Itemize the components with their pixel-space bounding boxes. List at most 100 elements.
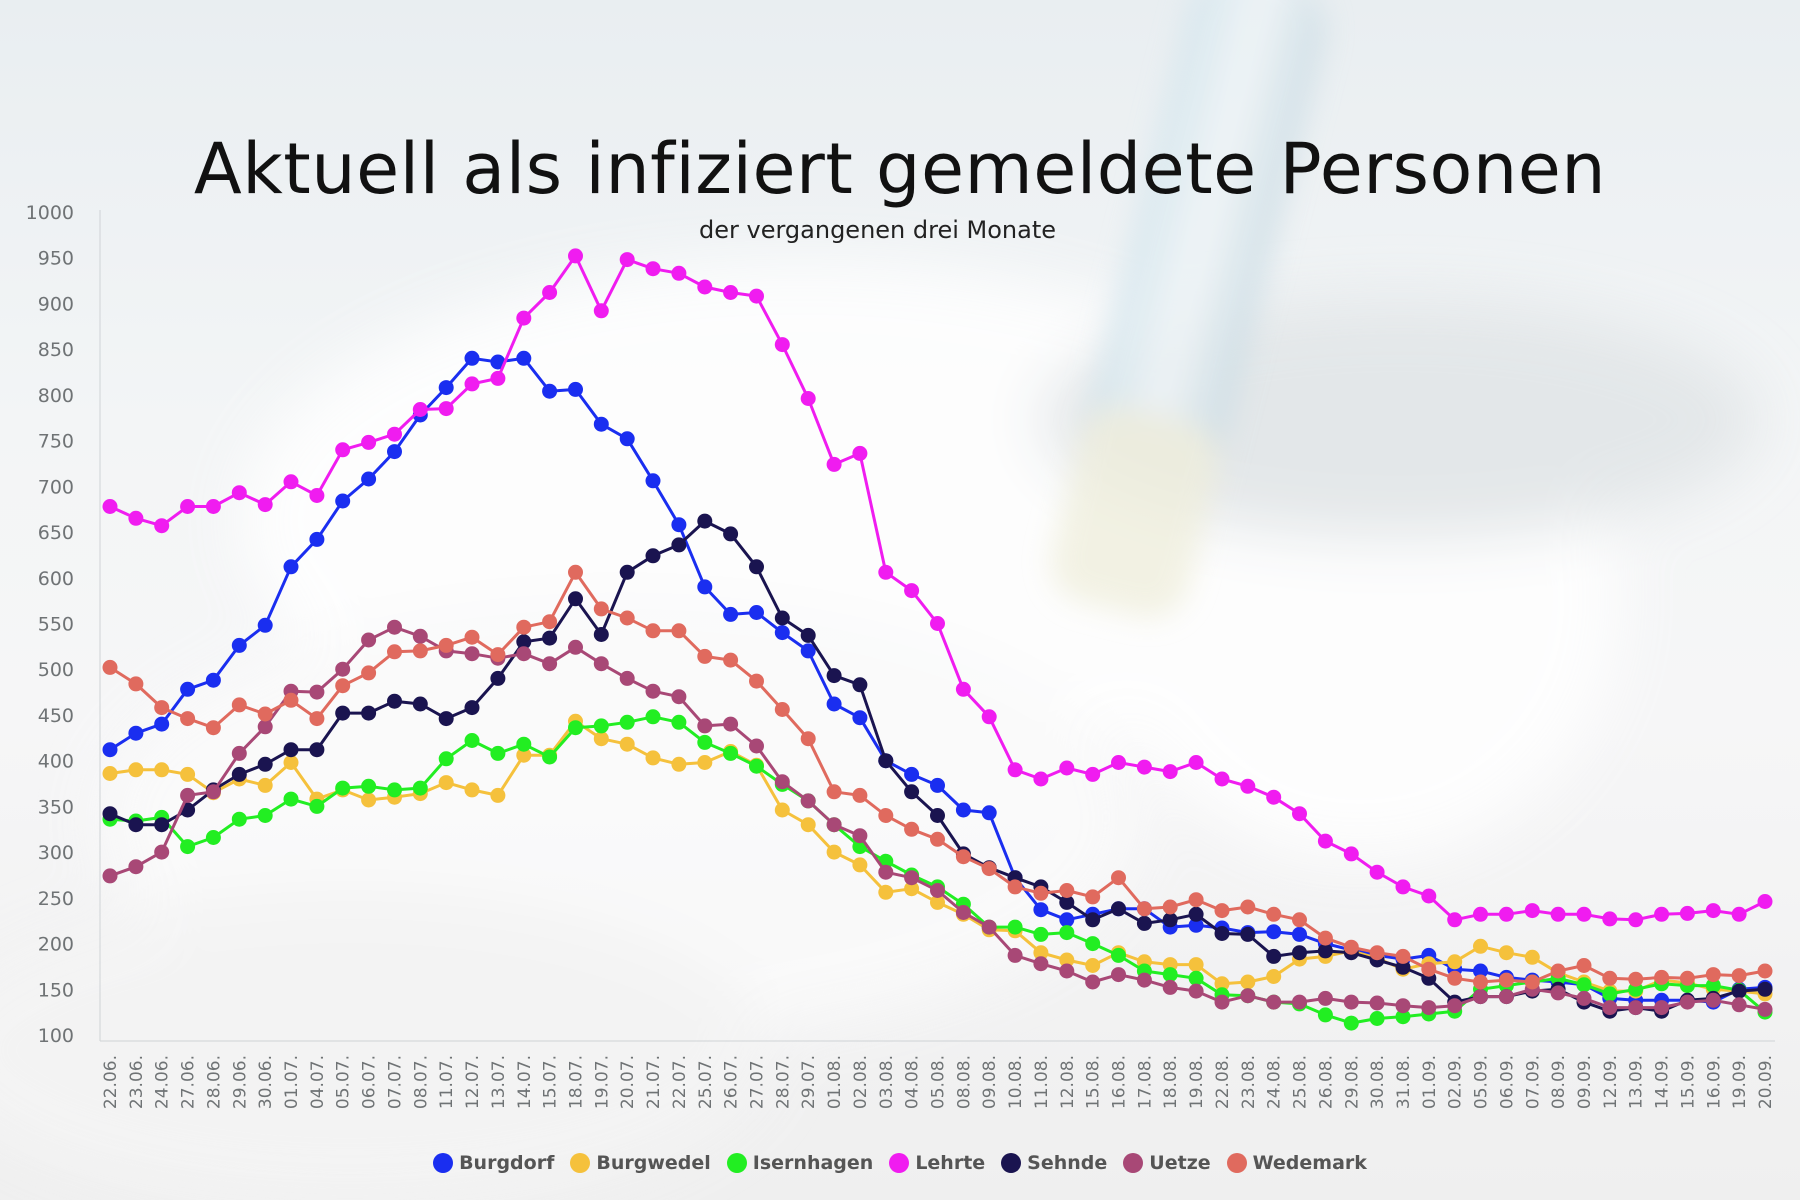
data-point xyxy=(1188,970,1204,986)
data-point xyxy=(645,548,661,564)
x-tick-label: 19.08. xyxy=(1187,1055,1207,1109)
y-tick-label: 1000 xyxy=(26,202,74,224)
data-point xyxy=(981,861,997,877)
legend-swatch xyxy=(1226,1153,1247,1173)
data-point xyxy=(257,497,273,513)
data-point xyxy=(671,537,687,553)
data-point xyxy=(412,696,428,712)
data-point xyxy=(1731,997,1747,1013)
x-tick-label: 23.08. xyxy=(1239,1055,1259,1109)
data-point xyxy=(1214,903,1230,919)
data-point xyxy=(930,894,945,910)
legend: Burgdorf Burgwedel Isernhagen Lehrte Sehnde U… xyxy=(0,1152,1800,1174)
data-point xyxy=(154,716,170,732)
x-tick-label: 27.07. xyxy=(747,1055,767,1109)
data-point xyxy=(1654,906,1670,922)
data-point xyxy=(1679,970,1695,986)
data-point xyxy=(1343,994,1359,1010)
data-point xyxy=(438,401,454,417)
data-point xyxy=(723,652,739,668)
data-point xyxy=(904,881,920,897)
data-point xyxy=(205,499,221,514)
y-tick-label: 450 xyxy=(38,705,74,727)
x-tick-label: 01.08. xyxy=(825,1055,845,1109)
data-point xyxy=(1162,979,1178,995)
data-point xyxy=(1162,967,1178,983)
x-tick-label: 28.07. xyxy=(773,1055,793,1109)
data-point xyxy=(568,720,583,736)
data-point xyxy=(671,517,687,533)
data-point xyxy=(1033,771,1049,787)
data-point xyxy=(1059,883,1075,898)
data-point xyxy=(1240,778,1256,794)
data-point xyxy=(1550,906,1566,922)
x-tick-label: 21.07. xyxy=(644,1055,664,1109)
data-point xyxy=(1111,870,1126,886)
data-point xyxy=(205,720,221,736)
y-tick-label: 200 xyxy=(38,934,74,956)
data-point xyxy=(826,668,842,684)
data-point xyxy=(1188,755,1204,770)
series-sehnde xyxy=(102,513,1773,1019)
data-point xyxy=(180,681,196,697)
data-point xyxy=(231,745,247,761)
legend-item-sehnde[interactable]: Sehnde xyxy=(1001,1152,1107,1174)
data-point xyxy=(464,700,480,716)
legend-swatch xyxy=(433,1153,454,1173)
x-tick-label: 05.09. xyxy=(1472,1055,1492,1109)
data-point xyxy=(1550,963,1566,979)
x-tick-label: 25.08. xyxy=(1291,1055,1311,1109)
legend-item-isernhagen[interactable]: Isernhagen xyxy=(726,1152,873,1174)
data-point xyxy=(723,606,739,622)
data-point xyxy=(1292,912,1307,928)
data-point xyxy=(1498,989,1514,1005)
data-point xyxy=(955,802,971,818)
data-point xyxy=(1731,906,1747,922)
data-point xyxy=(361,778,377,794)
x-tick-label: 14.07. xyxy=(515,1055,535,1109)
data-point xyxy=(697,734,713,750)
data-point xyxy=(593,627,609,642)
x-tick-label: 18.08. xyxy=(1161,1055,1181,1109)
data-point xyxy=(749,758,764,774)
data-point xyxy=(1679,905,1695,921)
x-tick-label: 15.09. xyxy=(1678,1055,1698,1109)
data-point xyxy=(1111,755,1126,770)
data-point xyxy=(1162,899,1178,915)
legend-item-burgwedel[interactable]: Burgwedel xyxy=(570,1152,711,1174)
data-point xyxy=(516,310,532,326)
data-point xyxy=(1266,994,1282,1010)
data-point xyxy=(516,619,532,635)
legend-item-wedemark[interactable]: Wedemark xyxy=(1226,1152,1367,1174)
data-point xyxy=(1136,759,1152,775)
data-point xyxy=(412,402,428,417)
data-point xyxy=(1292,926,1307,942)
data-point xyxy=(749,559,764,575)
data-point xyxy=(257,706,273,722)
data-point xyxy=(1188,917,1204,933)
data-point xyxy=(1111,947,1126,963)
data-point xyxy=(697,279,713,295)
data-point xyxy=(1473,989,1488,1005)
x-tick-label: 06.07. xyxy=(360,1055,380,1109)
data-point xyxy=(387,426,402,442)
data-point xyxy=(723,745,739,761)
data-point xyxy=(516,736,532,752)
test-tube xyxy=(1079,0,1326,517)
data-point xyxy=(904,583,920,599)
legend-item-burgdorf[interactable]: Burgdorf xyxy=(433,1152,554,1174)
data-point xyxy=(645,709,661,725)
data-point xyxy=(1033,885,1049,901)
legend-label: Wedemark xyxy=(1252,1152,1367,1174)
data-point xyxy=(1628,971,1644,987)
data-point xyxy=(826,456,842,472)
data-point xyxy=(619,431,635,447)
data-point xyxy=(516,350,532,366)
legend-item-uetze[interactable]: Uetze xyxy=(1123,1152,1211,1174)
legend-item-lehrte[interactable]: Lehrte xyxy=(889,1152,985,1174)
data-point xyxy=(1602,1000,1618,1016)
data-point xyxy=(904,821,920,837)
data-point xyxy=(542,630,558,646)
